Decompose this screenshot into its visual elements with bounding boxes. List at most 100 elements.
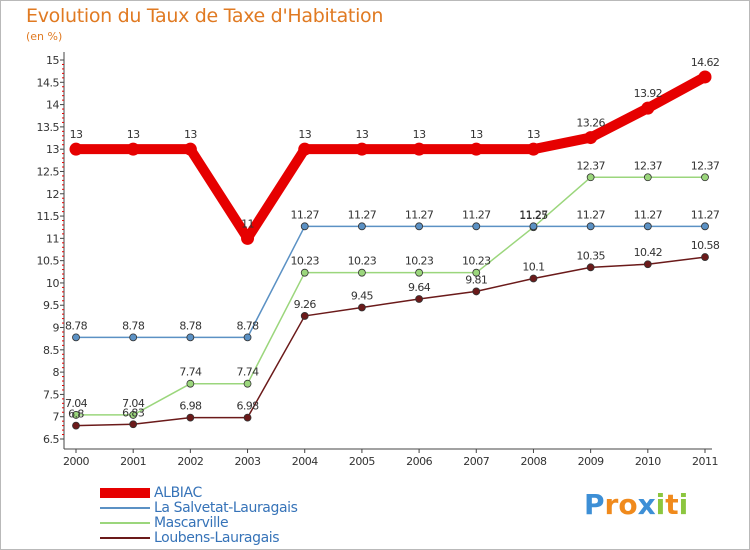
- data-label: 13: [184, 128, 197, 141]
- data-point: [243, 333, 252, 342]
- data-label: 13: [356, 128, 369, 141]
- x-tick-label: 2001: [120, 455, 146, 468]
- data-point: [586, 263, 595, 272]
- data-label: 8.78: [122, 319, 145, 332]
- data-point: [415, 222, 423, 231]
- legend-label: Loubens-Lauragais: [154, 530, 280, 546]
- data-point: [72, 333, 80, 342]
- data-label: 10.23: [290, 255, 319, 268]
- data-point: [186, 413, 195, 422]
- x-tick-label: 2006: [406, 455, 432, 468]
- y-tick-label: 11: [46, 232, 59, 245]
- data-label: 13: [70, 128, 83, 141]
- y-tick-label: 10: [46, 277, 59, 290]
- data-point: [526, 142, 540, 156]
- data-point: [415, 295, 423, 303]
- data-point: [243, 413, 252, 422]
- x-tick-label: 2007: [463, 455, 489, 468]
- data-label: 7.74: [179, 366, 202, 379]
- data-point: [300, 312, 309, 320]
- logo-letter: P: [584, 488, 605, 521]
- data-label: 9.26: [294, 298, 317, 311]
- data-point: [643, 173, 652, 182]
- data-label: 7.04: [122, 397, 145, 410]
- y-tick-label: 9: [53, 322, 60, 335]
- data-point: [529, 222, 538, 231]
- data-point: [129, 411, 138, 419]
- data-label: 8.78: [179, 319, 202, 332]
- data-label: 13: [527, 128, 540, 141]
- y-tick-label: 7: [53, 411, 60, 424]
- data-point: [72, 421, 80, 430]
- unit-label: (en %): [26, 30, 63, 43]
- data-label: 11.27: [348, 208, 377, 221]
- x-tick-label: 2008: [520, 455, 546, 468]
- data-label: 6.8: [68, 408, 84, 421]
- data-label: 11.27: [576, 208, 605, 221]
- y-tick-label: 6.5: [43, 433, 59, 446]
- series-line-1: [75, 225, 706, 339]
- data-label: 13: [413, 128, 426, 141]
- data-label: 11.27: [462, 208, 491, 221]
- data-point: [698, 70, 712, 84]
- y-tick-label: 11.5: [37, 210, 60, 223]
- x-tick-label: 2003: [235, 455, 261, 468]
- legend-label: La Salvetat-Lauragais: [154, 500, 298, 516]
- y-tick-label: 13.5: [37, 121, 60, 134]
- y-tick-label: 15: [46, 54, 59, 67]
- data-label: 9.81: [465, 273, 487, 286]
- data-label: 9.45: [351, 289, 374, 302]
- chart-title: Evolution du Taux de Taxe d'Habitation: [26, 5, 384, 27]
- data-point: [472, 222, 481, 231]
- data-label: 11.27: [634, 208, 663, 221]
- data-point: [298, 142, 312, 156]
- y-tick-label: 8.5: [43, 344, 59, 357]
- y-tick-label: 12: [46, 188, 59, 201]
- data-label: 11.27: [519, 208, 548, 221]
- proxiti-logo: Proxiti: [584, 488, 688, 521]
- x-tick-label: 2005: [349, 455, 375, 468]
- data-label: 12.37: [634, 159, 663, 172]
- data-label: 10.58: [691, 239, 720, 252]
- data-label: 10.23: [462, 255, 491, 268]
- data-label: 8.78: [236, 319, 259, 332]
- data-point: [641, 101, 655, 115]
- data-point: [701, 173, 709, 182]
- data-label: 6.83: [122, 406, 145, 419]
- data-point: [69, 142, 83, 156]
- data-label: 11.27: [405, 208, 434, 221]
- y-tick-label: 13: [46, 143, 59, 156]
- x-tick-label: 2002: [177, 455, 203, 468]
- data-label: 13: [298, 128, 311, 141]
- data-point: [529, 274, 538, 283]
- legend-swatch: [100, 488, 150, 498]
- logo-letter: o: [618, 488, 638, 521]
- data-point: [186, 333, 195, 342]
- logo-letter: x: [637, 488, 656, 521]
- data-label: 6.98: [179, 400, 202, 413]
- y-tick-label: 8: [53, 366, 60, 379]
- data-point: [300, 222, 309, 231]
- data-label: 10.42: [634, 246, 663, 259]
- series-line-3: [75, 256, 706, 427]
- data-label: 9.64: [408, 281, 431, 294]
- data-label: 12.37: [691, 159, 720, 172]
- data-point: [300, 268, 309, 277]
- x-tick-label: 2000: [63, 455, 89, 468]
- data-point: [358, 303, 366, 312]
- data-label: 13.92: [634, 87, 663, 100]
- data-point: [586, 173, 595, 182]
- data-point: [469, 142, 483, 156]
- data-label: 7.04: [65, 397, 88, 410]
- data-label: 10.23: [348, 255, 377, 268]
- data-point: [72, 411, 80, 419]
- data-label: 13: [127, 128, 140, 141]
- data-label: 11.25: [519, 209, 548, 222]
- data-point: [701, 222, 709, 231]
- data-label: 11.27: [691, 208, 720, 221]
- data-point: [643, 222, 652, 231]
- data-point: [241, 231, 255, 245]
- legend-label: ALBIAC: [154, 485, 202, 501]
